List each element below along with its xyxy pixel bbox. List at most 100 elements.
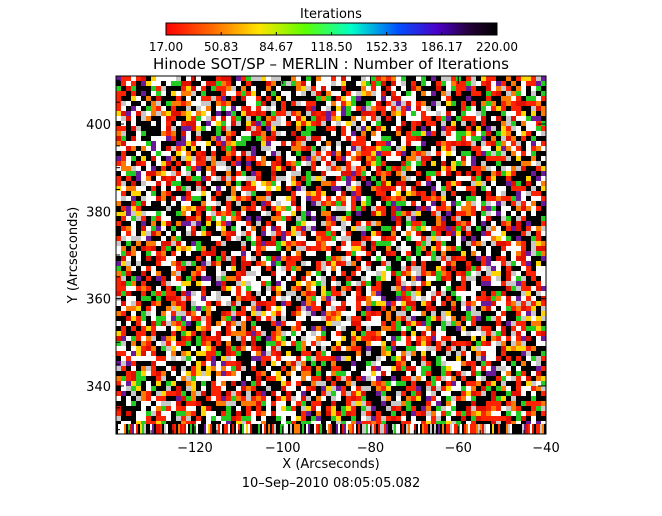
heatmap-cell [436, 361, 441, 366]
heatmap-cell [246, 136, 251, 141]
heatmap-cell [331, 191, 336, 196]
heatmap-cell [511, 216, 516, 221]
heatmap-cell [141, 161, 146, 166]
heatmap-cell [316, 101, 321, 106]
heatmap-cell [511, 86, 516, 91]
heatmap-cell [386, 266, 391, 271]
heatmap-cell [366, 251, 371, 256]
heatmap-cell [211, 236, 216, 241]
heatmap-cell [121, 96, 126, 101]
heatmap-cell [276, 121, 281, 126]
heatmap-cell [346, 226, 351, 231]
heatmap-cell [296, 326, 301, 331]
heatmap-cell [406, 221, 411, 226]
heatmap-cell [321, 241, 326, 246]
heatmap-cell [471, 196, 476, 201]
heatmap-cell [476, 101, 481, 106]
heatmap-cell [206, 316, 211, 321]
heatmap-cell [346, 176, 351, 181]
heatmap-cell [321, 311, 326, 316]
heatmap-cell [316, 146, 321, 151]
colorbar-title: Iterations [300, 7, 362, 22]
heatmap-cell [366, 291, 371, 296]
heatmap-cell [531, 336, 536, 341]
heatmap-cell [506, 251, 511, 256]
heatmap-cell [226, 251, 231, 256]
heatmap-cell [311, 151, 316, 156]
heatmap-cell [306, 91, 311, 96]
heatmap-cell [156, 321, 161, 326]
heatmap-cell [396, 181, 401, 186]
heatmap-cell [216, 236, 221, 241]
heatmap-cell [411, 161, 416, 166]
heatmap-cell [416, 336, 421, 341]
heatmap-cell [296, 181, 301, 186]
heatmap-cell [391, 301, 396, 306]
heatmap-cell [181, 191, 186, 196]
heatmap-cell [126, 151, 131, 156]
heatmap-cell [261, 76, 266, 81]
heatmap-cell [226, 356, 231, 361]
heatmap-cell [461, 126, 466, 131]
heatmap-cell [201, 336, 206, 341]
heatmap-cell [281, 306, 286, 311]
heatmap-cell [506, 306, 511, 311]
heatmap-cell [381, 221, 386, 226]
heatmap-cell [336, 246, 341, 251]
heatmap-cell [306, 336, 311, 341]
heatmap-cell [286, 311, 291, 316]
heatmap-cell [396, 236, 401, 241]
heatmap-cell [361, 276, 366, 281]
heatmap-cell [231, 116, 236, 121]
heatmap-cell [471, 356, 476, 361]
heatmap-cell [496, 116, 501, 121]
heatmap-cell [151, 261, 156, 266]
heatmap-cell [391, 351, 396, 356]
heatmap-cell [536, 351, 541, 356]
heatmap-cell [401, 156, 406, 161]
heatmap-cell [536, 186, 541, 191]
heatmap-cell [171, 296, 176, 301]
heatmap-cell [156, 301, 161, 306]
heatmap-cell [336, 111, 341, 116]
heatmap-cell [216, 291, 221, 296]
heatmap-cell [186, 306, 191, 311]
heatmap-cell [411, 306, 416, 311]
heatmap-cell [251, 196, 256, 201]
heatmap-cell [161, 346, 166, 351]
heatmap-cell [356, 271, 361, 276]
heatmap-cell [211, 156, 216, 161]
heatmap-cell [301, 321, 306, 326]
heatmap-cell [441, 351, 446, 356]
heatmap-cell [371, 276, 376, 281]
heatmap-cell [136, 271, 141, 276]
heatmap-cell [296, 266, 301, 271]
heatmap-cell [376, 226, 381, 231]
heatmap-cell [171, 286, 176, 291]
heatmap-cell [476, 206, 481, 211]
heatmap-cell [271, 321, 276, 326]
heatmap-cell [381, 261, 386, 266]
heatmap-cell [436, 141, 441, 146]
heatmap-cell [151, 326, 156, 331]
heatmap-cell [326, 251, 331, 256]
heatmap-cell [156, 106, 161, 111]
heatmap-cell [326, 281, 331, 286]
heatmap-cell [506, 186, 511, 191]
heatmap-cell [266, 311, 271, 316]
heatmap-cell [216, 166, 221, 171]
heatmap-cell [411, 321, 416, 326]
heatmap-cell [161, 336, 166, 341]
heatmap-cell [221, 161, 226, 166]
heatmap-cell [476, 236, 481, 241]
heatmap-cell [336, 321, 341, 326]
heatmap-cell [251, 316, 256, 321]
heatmap-cell [166, 176, 171, 181]
heatmap-cell [466, 126, 471, 131]
heatmap-cell [521, 331, 526, 336]
heatmap-cell [251, 356, 256, 361]
heatmap-cell [536, 321, 541, 326]
heatmap-cell [441, 281, 446, 286]
heatmap-cell [446, 121, 451, 126]
heatmap-cell [506, 96, 511, 101]
